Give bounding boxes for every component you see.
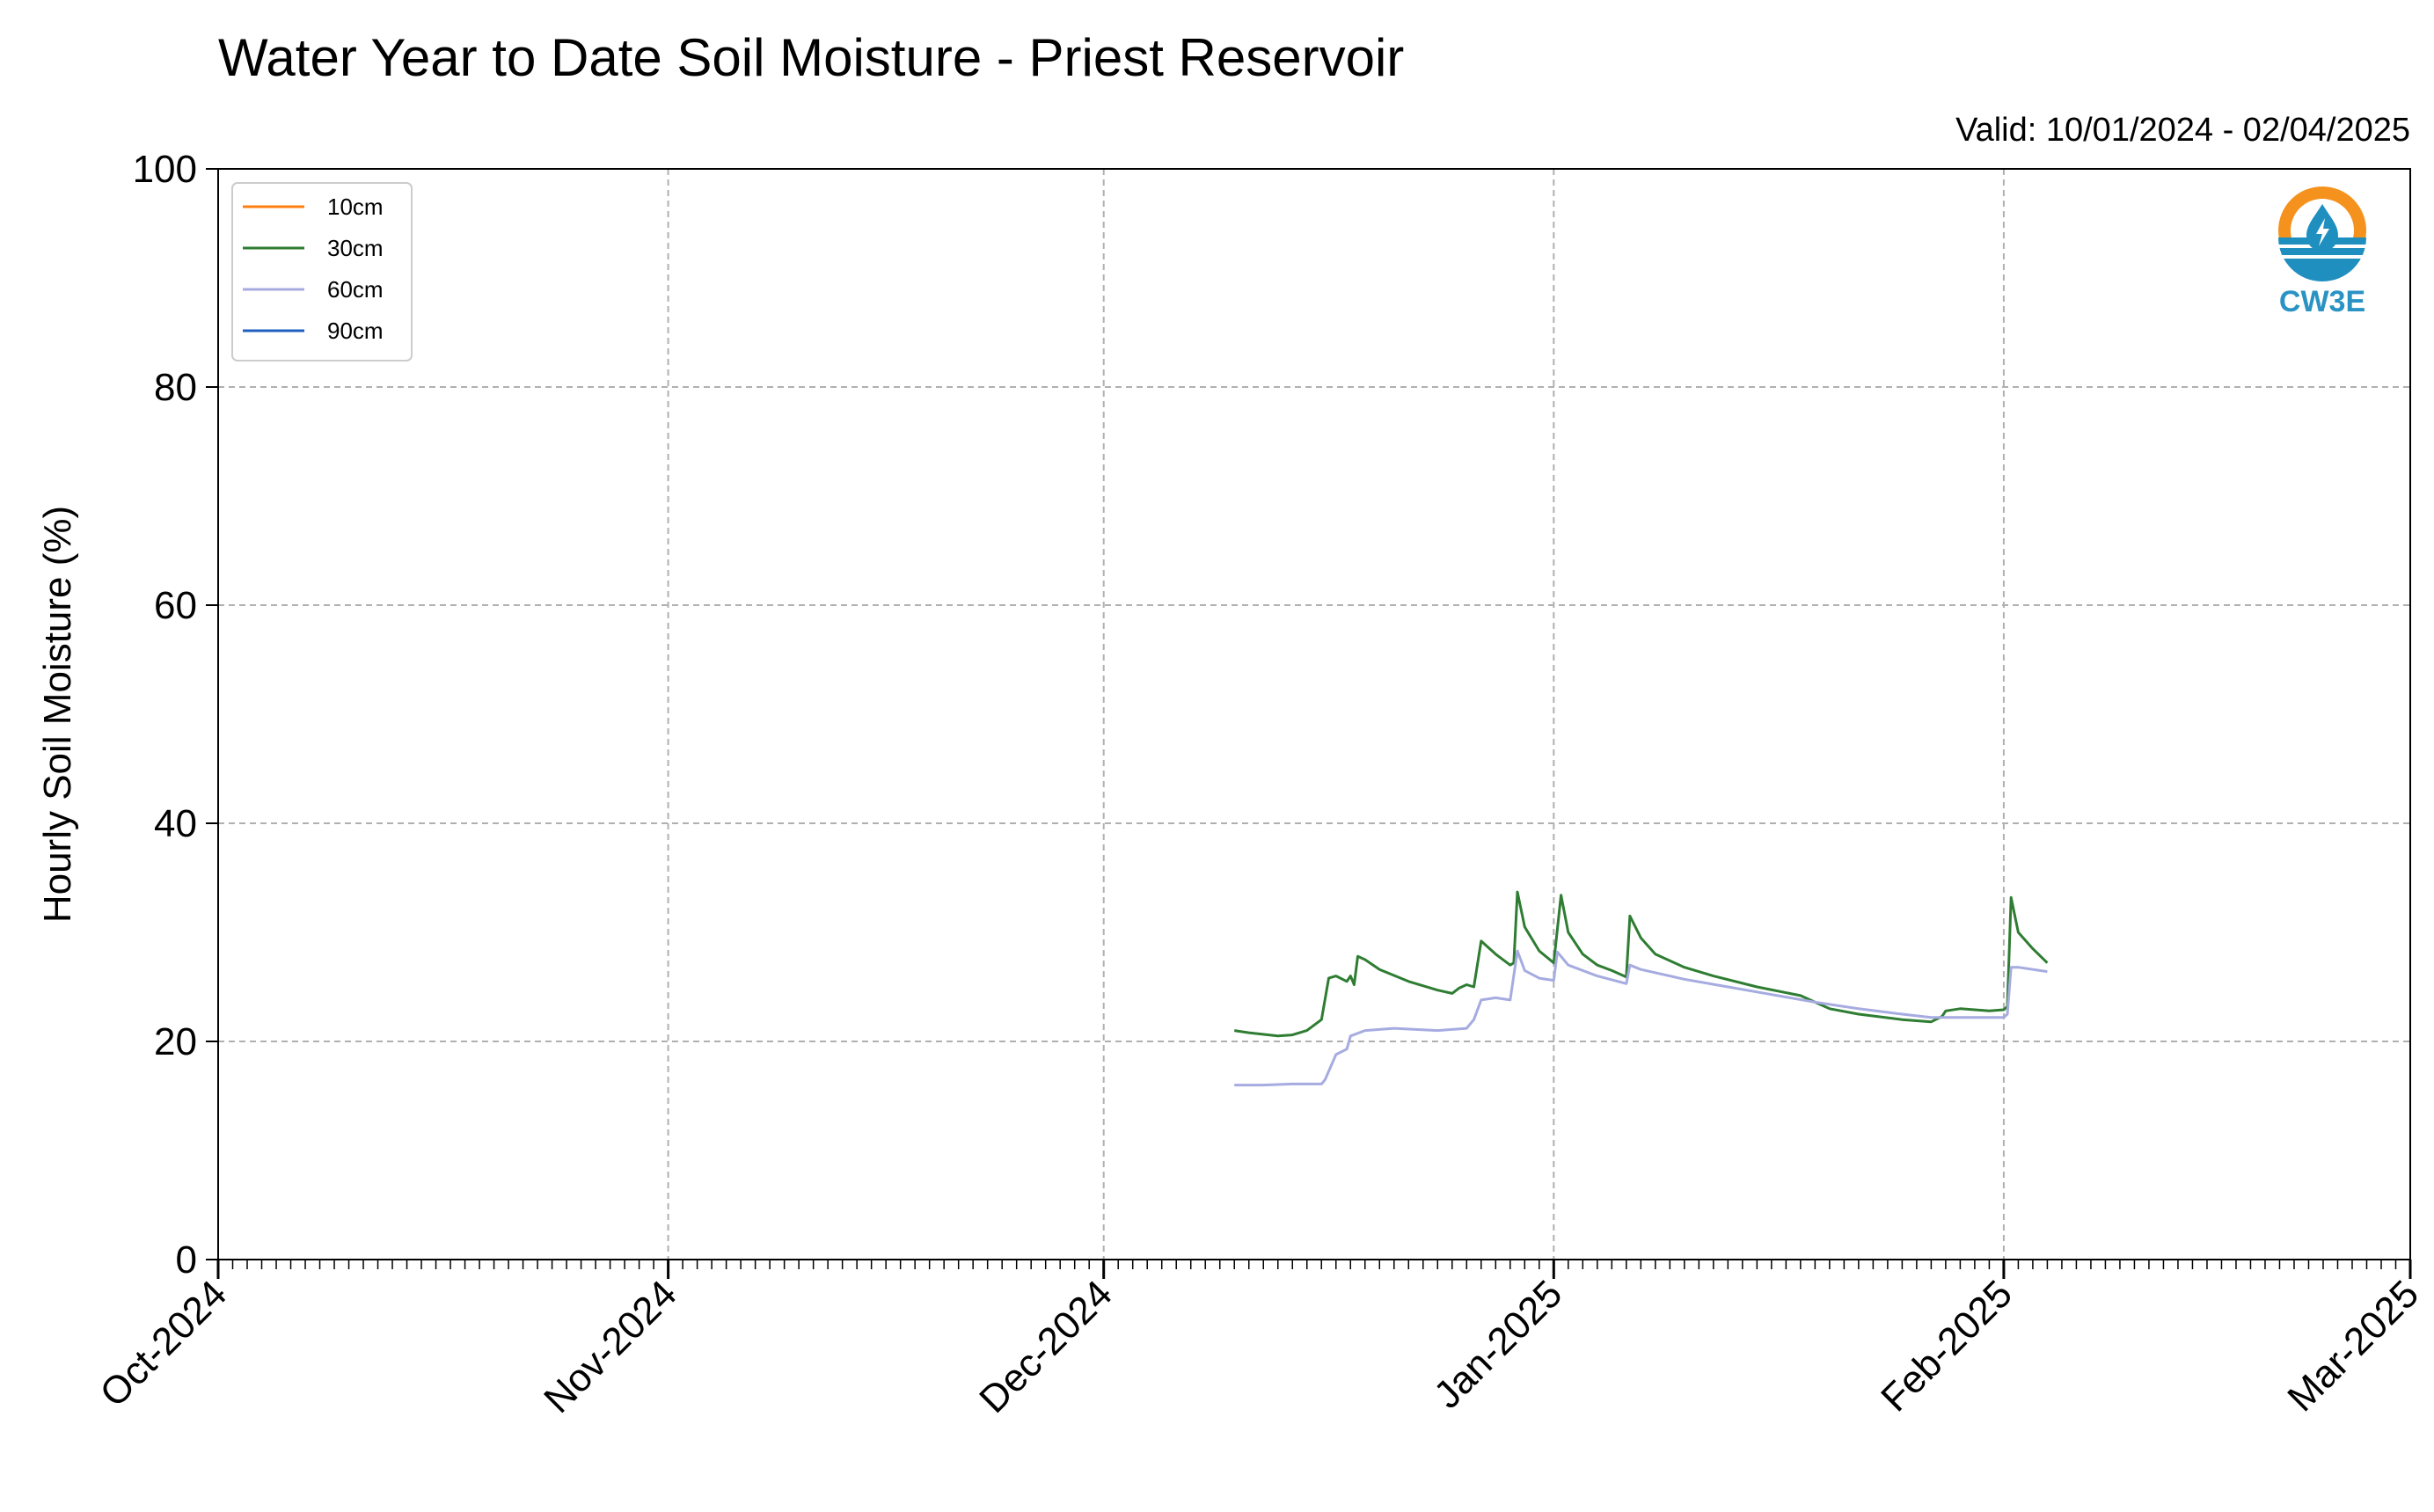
valid-date-range: Valid: 10/01/2024 - 02/04/2025 [1955, 112, 2410, 149]
y-tick-label: 0 [176, 1238, 197, 1282]
legend-box [231, 182, 413, 362]
x-tick-label: Mar-2025 [2279, 1272, 2427, 1420]
y-tick-label: 100 [133, 148, 197, 191]
series-line-60cm [1234, 949, 2048, 1087]
chart-title: Water Year to Date Soil Moisture - Pries… [218, 28, 1404, 87]
lightning-icon [2316, 218, 2329, 246]
x-tick-label: Feb-2025 [1873, 1272, 2021, 1420]
plot-frame [217, 168, 2411, 1260]
y-tick-label: 20 [154, 1020, 197, 1063]
y-tick-label: 80 [154, 366, 197, 409]
x-tick-label: Oct-2024 [91, 1272, 235, 1415]
x-tick-label: Nov-2024 [536, 1272, 685, 1421]
legend-label: 90cm [327, 318, 384, 344]
y-axis-label: Hourly Soil Moisture (%) [36, 506, 79, 923]
x-axis: Oct-2024 Nov-2024 Dec-2024 Jan-2025 Feb-2025… [91, 1260, 2427, 1421]
legend: 10cm 30cm 60cm 90cm [231, 182, 413, 362]
legend-label: 10cm [327, 194, 384, 220]
y-tick-label: 40 [154, 802, 197, 845]
legend-label: 60cm [327, 276, 384, 303]
logo-text: CW3E [2279, 285, 2365, 318]
series-lines [1233, 890, 2049, 1087]
x-tick-label: Jan-2025 [1426, 1272, 1570, 1416]
y-axis: 0 20 40 60 80 100 [133, 148, 218, 1282]
y-tick-label: 60 [154, 584, 197, 627]
grid [218, 169, 2410, 1260]
logo-wave-line [2282, 255, 2363, 259]
x-tick-label: Dec-2024 [971, 1272, 1121, 1421]
legend-label: 30cm [327, 235, 384, 261]
cw3e-logo: CW3E [2278, 186, 2366, 318]
series-line-30cm [1233, 890, 2049, 1038]
logo-water-icon [2278, 237, 2366, 281]
